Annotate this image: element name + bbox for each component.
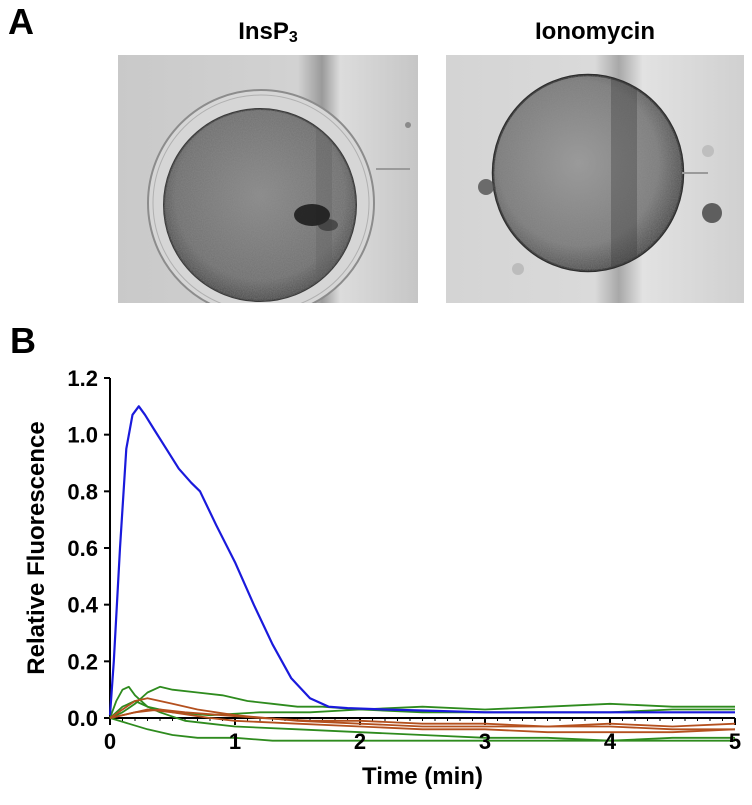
chart-tick-labels: 0.0 0.2 0.4 0.6 0.8 1.0 1.2 0 1 2 3 4 5 [67,366,741,754]
y-axis-label: Relative Fluorescence [23,421,50,674]
y-tick-label: 0.0 [67,706,98,731]
insp3-micrograph-drawing [118,55,418,303]
y-tick-label: 0.6 [67,536,98,561]
x-tick-label: 5 [729,729,741,754]
ionomycin-micrograph [446,55,744,303]
y-tick-label: 0.8 [67,479,98,504]
chart-series [108,405,736,742]
control-series-line [109,685,735,719]
panel-b-label: B [10,320,36,361]
panel-a-label: A [8,1,34,42]
insp3-image-title: InsP3 [118,18,418,47]
y-tick-label: 1.2 [67,366,98,391]
y-tick-label: 0.4 [67,593,98,618]
x-tick-label: 1 [229,729,241,754]
x-tick-label: 3 [479,729,491,754]
x-tick-label: 4 [604,729,617,754]
insp3-title-text: InsP [238,18,289,45]
x-tick-label: 2 [354,729,366,754]
insp3-series-line [108,405,735,716]
control-series-line [109,717,735,742]
x-tick-label: 0 [104,729,116,754]
y-tick-label: 0.2 [67,649,98,674]
insp3-micrograph [118,55,418,303]
insp3-title-subscript: 3 [288,29,298,46]
fluorescence-line-chart: 0.0 0.2 0.4 0.6 0.8 1.0 1.2 0 1 2 3 4 5 Time (min) R… [23,366,741,790]
control-series-line [109,708,735,731]
y-tick-label: 1.0 [67,423,98,448]
chart-axes [104,377,736,725]
x-axis-label: Time (min) [362,763,483,790]
ionomycin-image-title: Ionomycin [534,18,655,45]
control-series-line [109,700,735,742]
ionomycin-micrograph-drawing [446,55,744,303]
